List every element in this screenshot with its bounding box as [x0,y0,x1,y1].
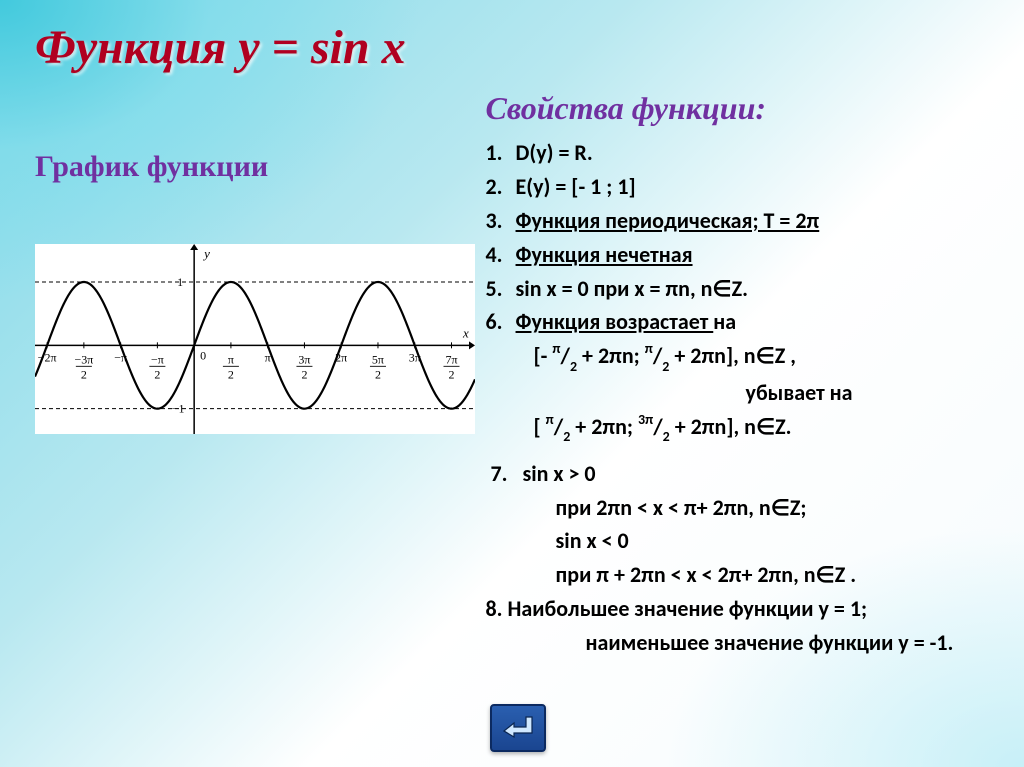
sine-graph: −2π−3π2−π−π2π2π3π22π5π23π7π201−1yx [35,244,475,434]
svg-text:x: x [462,325,469,340]
prop-2: E(y) = [- 1 ; 1] [516,173,636,200]
prop-4: Функция нечетная [516,241,693,268]
slide-title: Функция y = sin x [35,20,989,75]
prop-7d: при π + 2πn < x < 2π+ 2πn, n∈Z . [486,559,989,591]
svg-text:2π: 2π [335,350,347,364]
graph-label: График функции [35,150,476,184]
prop-7a: sin x > 0 [522,460,595,487]
prop-6e: [ π/2 + 2πn; 3π/2 + 2πn], n∈Z. [486,411,989,446]
prop-8b: наименьшее значение функции y = -1. [486,627,989,659]
back-button[interactable] [490,704,546,752]
svg-text:0: 0 [200,348,206,362]
svg-text:3π: 3π [298,352,310,366]
svg-text:2: 2 [228,367,234,381]
svg-text:2: 2 [301,367,307,381]
prop-6d: убывает на [486,377,989,409]
prop-6b: на [713,308,736,335]
prop-6c: [- π/2 + 2πn; π/2 + 2πn], n∈Z , [486,340,989,375]
svg-text:2: 2 [154,367,160,381]
svg-text:2: 2 [81,367,87,381]
svg-text:π: π [265,350,271,364]
svg-text:y: y [202,246,210,261]
svg-text:−1: −1 [172,402,185,416]
svg-text:3π: 3π [409,350,421,364]
prop-7b: при 2πn < x < π+ 2πn, n∈Z; [486,492,989,524]
prop-8a: 8. Наибольшее значение функции y = 1; [486,593,989,625]
properties-list: 1.D(y) = R. 2.E(y) = [- 1 ; 1] 3.Функция… [486,137,989,659]
svg-text:−3π: −3π [74,352,93,366]
svg-text:7π: 7π [445,352,457,366]
svg-text:−π: −π [151,352,164,366]
svg-text:2: 2 [448,367,454,381]
right-column: Свойства функции: 1.D(y) = R. 2.E(y) = [… [486,90,989,661]
prop-7a-row: 7. sin x > 0 [486,458,989,490]
properties-heading: Свойства функции: [486,90,989,127]
prop-3: Функция периодическая; Т = 2π [516,207,820,234]
svg-text:2: 2 [375,367,381,381]
prop-7c: sin x < 0 [486,525,989,557]
svg-text:5π: 5π [372,352,384,366]
left-column: График функции −2π−3π2−π−π2π2π3π22π5π23π… [35,90,476,661]
return-arrow-icon [500,713,536,743]
prop-6a: Функция возрастает [516,308,714,335]
prop-5: sin x = 0 при x = πn, n∈Z. [516,275,748,302]
svg-text:π: π [228,352,234,366]
prop-1: D(y) = R. [516,139,593,166]
svg-text:−2π: −2π [38,350,57,364]
svg-text:−π: −π [114,350,127,364]
svg-text:1: 1 [177,275,183,289]
